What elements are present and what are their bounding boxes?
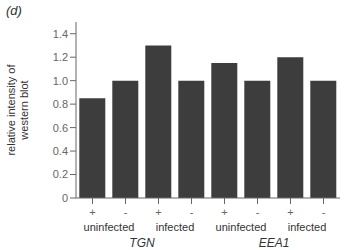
svg-text:1.4: 1.4 (53, 28, 68, 40)
svg-text:1.2: 1.2 (53, 51, 68, 63)
svg-text:0: 0 (62, 192, 68, 204)
svg-text:EEA1: EEA1 (259, 236, 290, 250)
svg-text:0.8: 0.8 (53, 98, 68, 110)
svg-text:uninfected: uninfected (216, 221, 267, 233)
svg-text:+: + (221, 206, 227, 218)
svg-text:-: - (124, 206, 128, 218)
html-text:relative intensity of western: relative intensity of western blot (5, 64, 30, 156)
svg-text:infected: infected (288, 221, 327, 233)
html-text:(d): (d) (6, 3, 22, 18)
svg-text:-: - (322, 206, 326, 218)
svg-text:TGN: TGN (129, 236, 155, 250)
svg-text:infected: infected (156, 221, 195, 233)
svg-text:1.0: 1.0 (53, 75, 68, 87)
svg-text:0.2: 0.2 (53, 168, 68, 180)
svg-text:+: + (155, 206, 161, 218)
svg-text:+: + (287, 206, 293, 218)
svg-text:0.6: 0.6 (53, 122, 68, 134)
svg-text:uninfected: uninfected (84, 221, 135, 233)
svg-text:+: + (89, 206, 95, 218)
svg-text:0.4: 0.4 (53, 145, 68, 157)
svg-text:-: - (190, 206, 194, 218)
svg-text:-: - (256, 206, 260, 218)
